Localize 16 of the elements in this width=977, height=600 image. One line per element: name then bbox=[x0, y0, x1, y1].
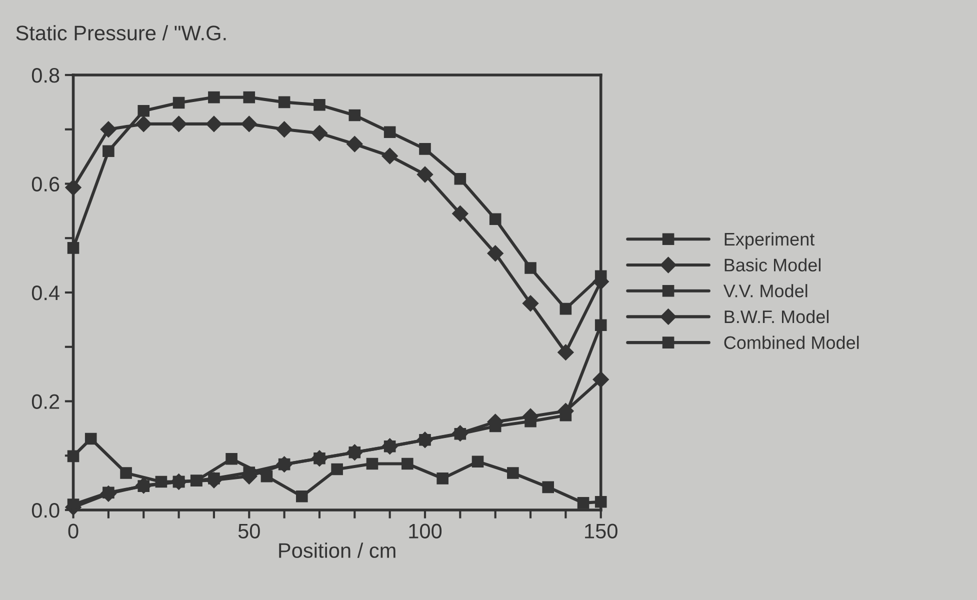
x-axis-title: Position / cm bbox=[279, 542, 396, 558]
y-tick-label: 0.2 bbox=[32, 394, 60, 410]
legend-label: V.V. Model bbox=[723, 284, 808, 298]
x-tick-label: 50 bbox=[238, 524, 260, 538]
y-axis-title: Static Pressure / "W.G. bbox=[16, 25, 226, 40]
y-tick-label: 0.6 bbox=[32, 176, 60, 192]
legend-label: Experiment bbox=[724, 232, 815, 250]
x-tick-label: 0 bbox=[68, 524, 78, 538]
y-tick-label: 0.4 bbox=[32, 286, 60, 300]
y-tick-label: 0.0 bbox=[32, 503, 60, 518]
y-tick-label: 0.8 bbox=[32, 68, 60, 83]
x-tick-label: 100 bbox=[409, 524, 442, 538]
legend-label: Combined Model bbox=[724, 336, 859, 350]
x-tick-label: 150 bbox=[585, 524, 618, 538]
legend-label: B.W.F. Model bbox=[724, 310, 828, 324]
legend-label: Basic Model bbox=[724, 258, 820, 272]
